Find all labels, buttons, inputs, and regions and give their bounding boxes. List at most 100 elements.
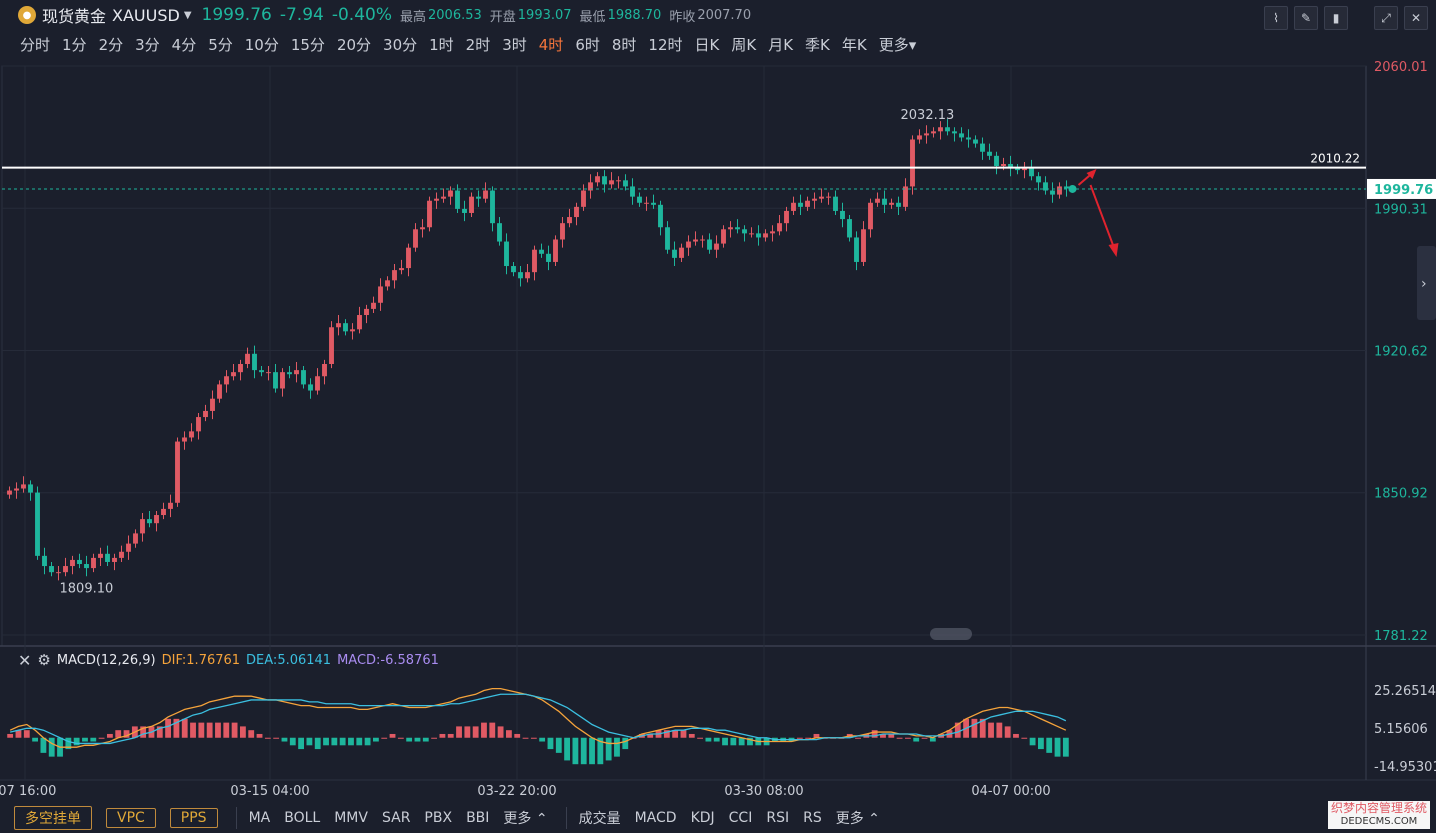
macd-histogram-bar	[198, 722, 205, 738]
macd-histogram-bar	[1029, 737, 1036, 746]
candle-body	[511, 266, 516, 273]
candle-body	[868, 202, 873, 230]
expand-icon[interactable]: ⤢	[1374, 6, 1398, 30]
chart-scroll-handle	[930, 628, 972, 640]
candle-body	[637, 196, 642, 203]
indicator-volume[interactable]: 成交量	[578, 811, 621, 827]
candle-body	[441, 196, 446, 199]
macd-histogram-bar	[48, 737, 55, 757]
candle-body	[1057, 186, 1062, 195]
close-icon[interactable]: ✕	[1404, 6, 1428, 30]
period-tab[interactable]: 分时	[20, 36, 51, 54]
period-tab[interactable]: 2时	[465, 36, 491, 54]
candle-body	[119, 551, 124, 558]
period-tab[interactable]: 6时	[575, 36, 600, 54]
period-tab[interactable]: 30分	[383, 36, 418, 54]
macd-histogram-bar	[372, 737, 379, 742]
macd-histogram-bar	[971, 718, 978, 738]
indicator-ma[interactable]: MA	[248, 810, 271, 826]
period-tab[interactable]: 3分	[135, 36, 160, 54]
period-tab[interactable]: 日K	[694, 36, 720, 54]
macd-histogram-bar	[289, 737, 296, 746]
macd-histogram-bar	[871, 730, 878, 738]
macd-histogram-bar	[505, 730, 512, 738]
candle-body	[595, 176, 600, 183]
period-tab[interactable]: 2分	[98, 36, 124, 54]
indicator-sar[interactable]: SAR	[381, 810, 411, 826]
time-axis-label: -07 16:00	[0, 784, 56, 799]
period-tab[interactable]: 4时	[538, 36, 564, 54]
more-sub-indicators[interactable]: 更多 ⌃	[836, 808, 880, 828]
candle-body	[574, 206, 579, 218]
period-tab[interactable]: 月K	[768, 36, 794, 54]
candle-body	[238, 364, 243, 373]
candle-body	[308, 384, 313, 391]
candle-body	[224, 376, 229, 385]
macd-histogram-bar	[672, 730, 679, 738]
long-short-orders-button[interactable]: 多空挂单	[14, 806, 92, 830]
period-tab[interactable]: 周K	[731, 36, 757, 54]
indicator-bbi[interactable]: BBI	[466, 810, 490, 826]
chart-area[interactable]: 2060.01 1990.31 1920.62 1850.92 1781.22 -07 1…	[0, 0, 1436, 803]
macd-histogram-bar	[90, 737, 97, 742]
indicator-cci[interactable]: CCI	[728, 810, 753, 826]
macd-histogram-bar	[406, 737, 413, 742]
last-price-tag	[1367, 178, 1436, 199]
candle-body	[819, 196, 824, 199]
indicator-kdj[interactable]: KDJ	[690, 810, 715, 826]
candle-body	[560, 223, 565, 240]
period-tab[interactable]: 20分	[336, 36, 372, 54]
period-tab[interactable]: 5分	[208, 36, 233, 54]
candle-body	[861, 229, 866, 262]
indicator-rs[interactable]: RS	[803, 810, 822, 826]
period-tab[interactable]: 1时	[429, 36, 454, 54]
period-tab[interactable]: 15分	[290, 36, 325, 54]
macd-histogram-bar	[996, 722, 1003, 738]
indicator-rsi[interactable]: RSI	[766, 810, 790, 826]
indicator-pbx[interactable]: PBX	[424, 810, 453, 826]
indicator-mmv[interactable]: MMV	[334, 810, 368, 826]
period-tab[interactable]: 4分	[171, 36, 197, 54]
vpc-button[interactable]: VPC	[106, 808, 156, 828]
symbol-code[interactable]: XAUUSD	[112, 5, 180, 25]
candle-body	[707, 239, 712, 250]
period-tab[interactable]: 年K	[841, 36, 867, 54]
period-tab[interactable]: 1分	[62, 36, 87, 54]
close-icon[interactable]: ✕	[18, 650, 32, 670]
candle-body	[182, 437, 187, 442]
candlestick-icon[interactable]: ▮	[1324, 6, 1348, 30]
candle-body	[77, 559, 82, 565]
candle-body	[679, 247, 684, 258]
settings-icon[interactable]: ⚙	[37, 651, 51, 669]
price-change: -7.94	[279, 5, 324, 25]
pencil-icon[interactable]: ✎	[1294, 6, 1318, 30]
period-tab[interactable]: 8时	[611, 36, 637, 54]
candle-body	[42, 555, 47, 567]
period-tab[interactable]: 12时	[648, 36, 683, 54]
period-tab[interactable]: 季K	[805, 36, 830, 54]
macd-histogram-bar	[1021, 737, 1028, 739]
time-axis-label: 03-30 08:00	[724, 784, 803, 799]
candle-body	[553, 239, 558, 262]
candle-body	[154, 515, 159, 524]
period-tab[interactable]: 3时	[502, 36, 527, 54]
macd-histogram-bar	[472, 726, 479, 738]
pps-button[interactable]: PPS	[169, 808, 218, 828]
macd-histogram-bar	[1054, 737, 1061, 757]
indicator-boll[interactable]: BOLL	[284, 810, 321, 826]
main-plot-frame	[1, 65, 1367, 647]
candle-body	[581, 190, 586, 207]
chevron-down-icon[interactable]: ▼	[183, 9, 192, 21]
candle-body	[924, 133, 929, 136]
more-main-indicators[interactable]: 更多 ⌃	[503, 808, 547, 828]
macd-histogram-bar	[165, 718, 172, 738]
period-tab[interactable]: 更多▾	[878, 36, 917, 54]
macd-histogram-bar	[239, 726, 246, 738]
indicator-macd[interactable]: MACD	[634, 810, 677, 826]
time-axis-label: 04-07 00:00	[971, 784, 1050, 799]
candle-body	[56, 572, 61, 574]
line-chart-icon[interactable]: ⌇	[1264, 6, 1288, 30]
period-tab[interactable]: 10分	[244, 36, 279, 54]
macd-histogram-bar	[1037, 737, 1044, 750]
candle-body	[385, 280, 390, 287]
